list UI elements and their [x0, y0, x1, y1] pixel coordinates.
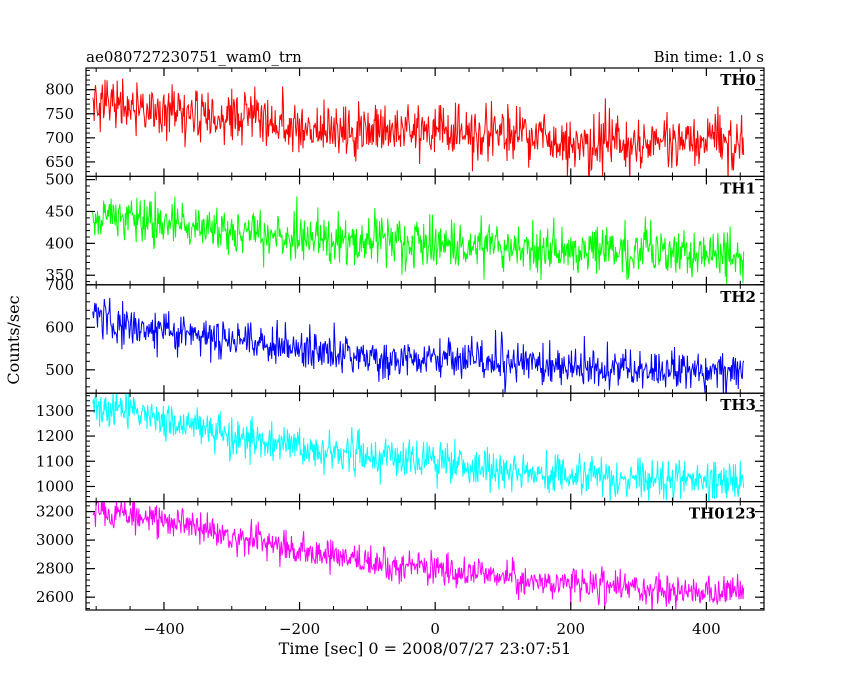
y-tick-label: 700: [45, 276, 74, 294]
x-tick-label: 0: [430, 620, 440, 638]
chart-title: ae080727230751_wam0_trn: [86, 48, 302, 66]
y-tick-label: 1100: [36, 452, 74, 470]
panel-label-th0123: TH0123: [689, 505, 756, 523]
y-tick-label: 800: [45, 81, 74, 99]
y-tick-label: 1000: [36, 477, 74, 495]
y-tick-label: 350: [45, 266, 74, 284]
y-tick-label: 3000: [36, 531, 74, 549]
y-tick-label: 400: [45, 234, 74, 252]
x-tick-label: 400: [692, 620, 721, 638]
panel-frame: [85, 67, 765, 178]
y-tick-label: 450: [45, 202, 74, 220]
panel-label-th3: TH3: [720, 396, 756, 414]
series-line-th2: [92, 297, 745, 394]
x-tick-label: −400: [143, 620, 184, 638]
panel-th0123: 2600 2800 3000 3200 TH0123: [36, 501, 765, 611]
panel-label-th0: TH0: [720, 71, 756, 89]
y-tick-label: 2800: [36, 560, 74, 578]
panel-label-th1: TH1: [720, 179, 756, 197]
panel-frame: [85, 392, 765, 503]
y-tick-label: 3200: [36, 503, 74, 521]
x-axis: −400 −200 0 200 400: [143, 620, 720, 638]
y-axis-label: Counts/sec: [4, 295, 23, 384]
panel-th0: 650 700 750 800 TH0: [45, 67, 765, 178]
panel-th1: 350 400 450 500 TH1: [45, 171, 765, 286]
x-axis-label: Time [sec] 0 = 2008/07/27 23:07:51: [279, 639, 572, 658]
bin-time-label: Bin time: 1.0 s: [654, 48, 764, 66]
series-line-th0123: [92, 501, 745, 611]
panel-frame: [85, 501, 765, 611]
y-tick-label: 500: [45, 171, 74, 189]
y-tick-label: 1300: [36, 402, 74, 420]
y-tick-label: 600: [45, 318, 74, 336]
x-tick-label: 200: [556, 620, 585, 638]
series-line-th0: [92, 78, 745, 177]
panel-frame: [85, 284, 765, 394]
series-line-th1: [92, 191, 745, 285]
y-tick-label: 750: [45, 105, 74, 123]
y-tick-label: 650: [45, 153, 74, 171]
y-tick-label: 2600: [36, 588, 74, 606]
panel-th3: 1000 1100 1200 1300 TH3: [36, 392, 765, 503]
panel-th2: 500 600 700 TH2: [45, 276, 765, 394]
series-line-th3: [92, 393, 745, 502]
panels-group: 650 700 750 800 TH0 350 400 450 500 TH1 500 600 700 T…: [36, 67, 765, 611]
x-tick-label: −200: [279, 620, 320, 638]
y-tick-label: 500: [45, 361, 74, 379]
y-tick-label: 1200: [36, 427, 74, 445]
y-tick-label: 700: [45, 129, 74, 147]
panel-label-th2: TH2: [720, 288, 756, 306]
